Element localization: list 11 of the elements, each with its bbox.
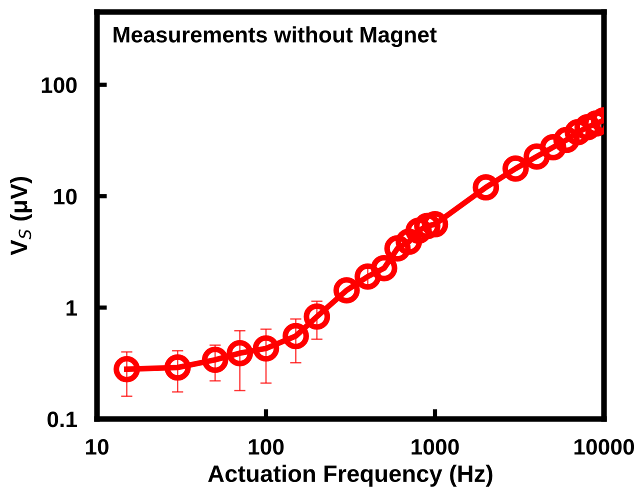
x-tick-label: 10 bbox=[86, 439, 108, 455]
y-tick-label: 0.1 bbox=[48, 412, 77, 428]
x-tick-label: 10000 bbox=[574, 439, 634, 455]
x-axis-title: Actuation Frequency (Hz) bbox=[208, 464, 492, 487]
x-tick-label: 1000 bbox=[412, 439, 459, 455]
x-tick-label: 100 bbox=[248, 439, 284, 455]
y-tick-label: 1 bbox=[66, 300, 77, 316]
y-axis-title: V$_{S}$ (μV) bbox=[10, 176, 32, 256]
y-tick-label: 100 bbox=[42, 77, 77, 94]
y-tick-label: 10 bbox=[54, 188, 77, 204]
text: Measurements without Magnet bbox=[114, 26, 437, 48]
